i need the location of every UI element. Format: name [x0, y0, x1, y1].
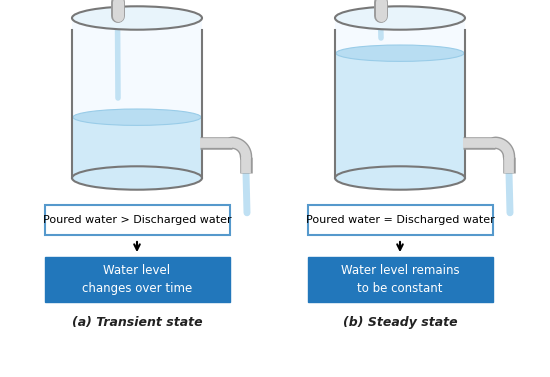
Text: Water level remains
to be constant: Water level remains to be constant: [340, 264, 459, 295]
FancyBboxPatch shape: [307, 257, 492, 302]
FancyBboxPatch shape: [73, 117, 201, 178]
Text: Poured water = Discharged water: Poured water = Discharged water: [306, 215, 494, 225]
Ellipse shape: [336, 45, 464, 61]
Ellipse shape: [72, 6, 202, 30]
Text: (b) Steady state: (b) Steady state: [343, 316, 457, 329]
Text: Poured water > Discharged water: Poured water > Discharged water: [43, 215, 232, 225]
Ellipse shape: [73, 109, 201, 126]
Ellipse shape: [335, 166, 465, 190]
FancyBboxPatch shape: [72, 18, 202, 178]
Ellipse shape: [335, 6, 465, 30]
FancyBboxPatch shape: [307, 205, 492, 235]
Text: (a) Transient state: (a) Transient state: [72, 316, 202, 329]
FancyBboxPatch shape: [336, 53, 464, 178]
FancyBboxPatch shape: [45, 205, 229, 235]
Ellipse shape: [72, 166, 202, 190]
FancyBboxPatch shape: [335, 18, 465, 178]
Text: Water level
changes over time: Water level changes over time: [82, 264, 192, 295]
FancyBboxPatch shape: [45, 257, 229, 302]
